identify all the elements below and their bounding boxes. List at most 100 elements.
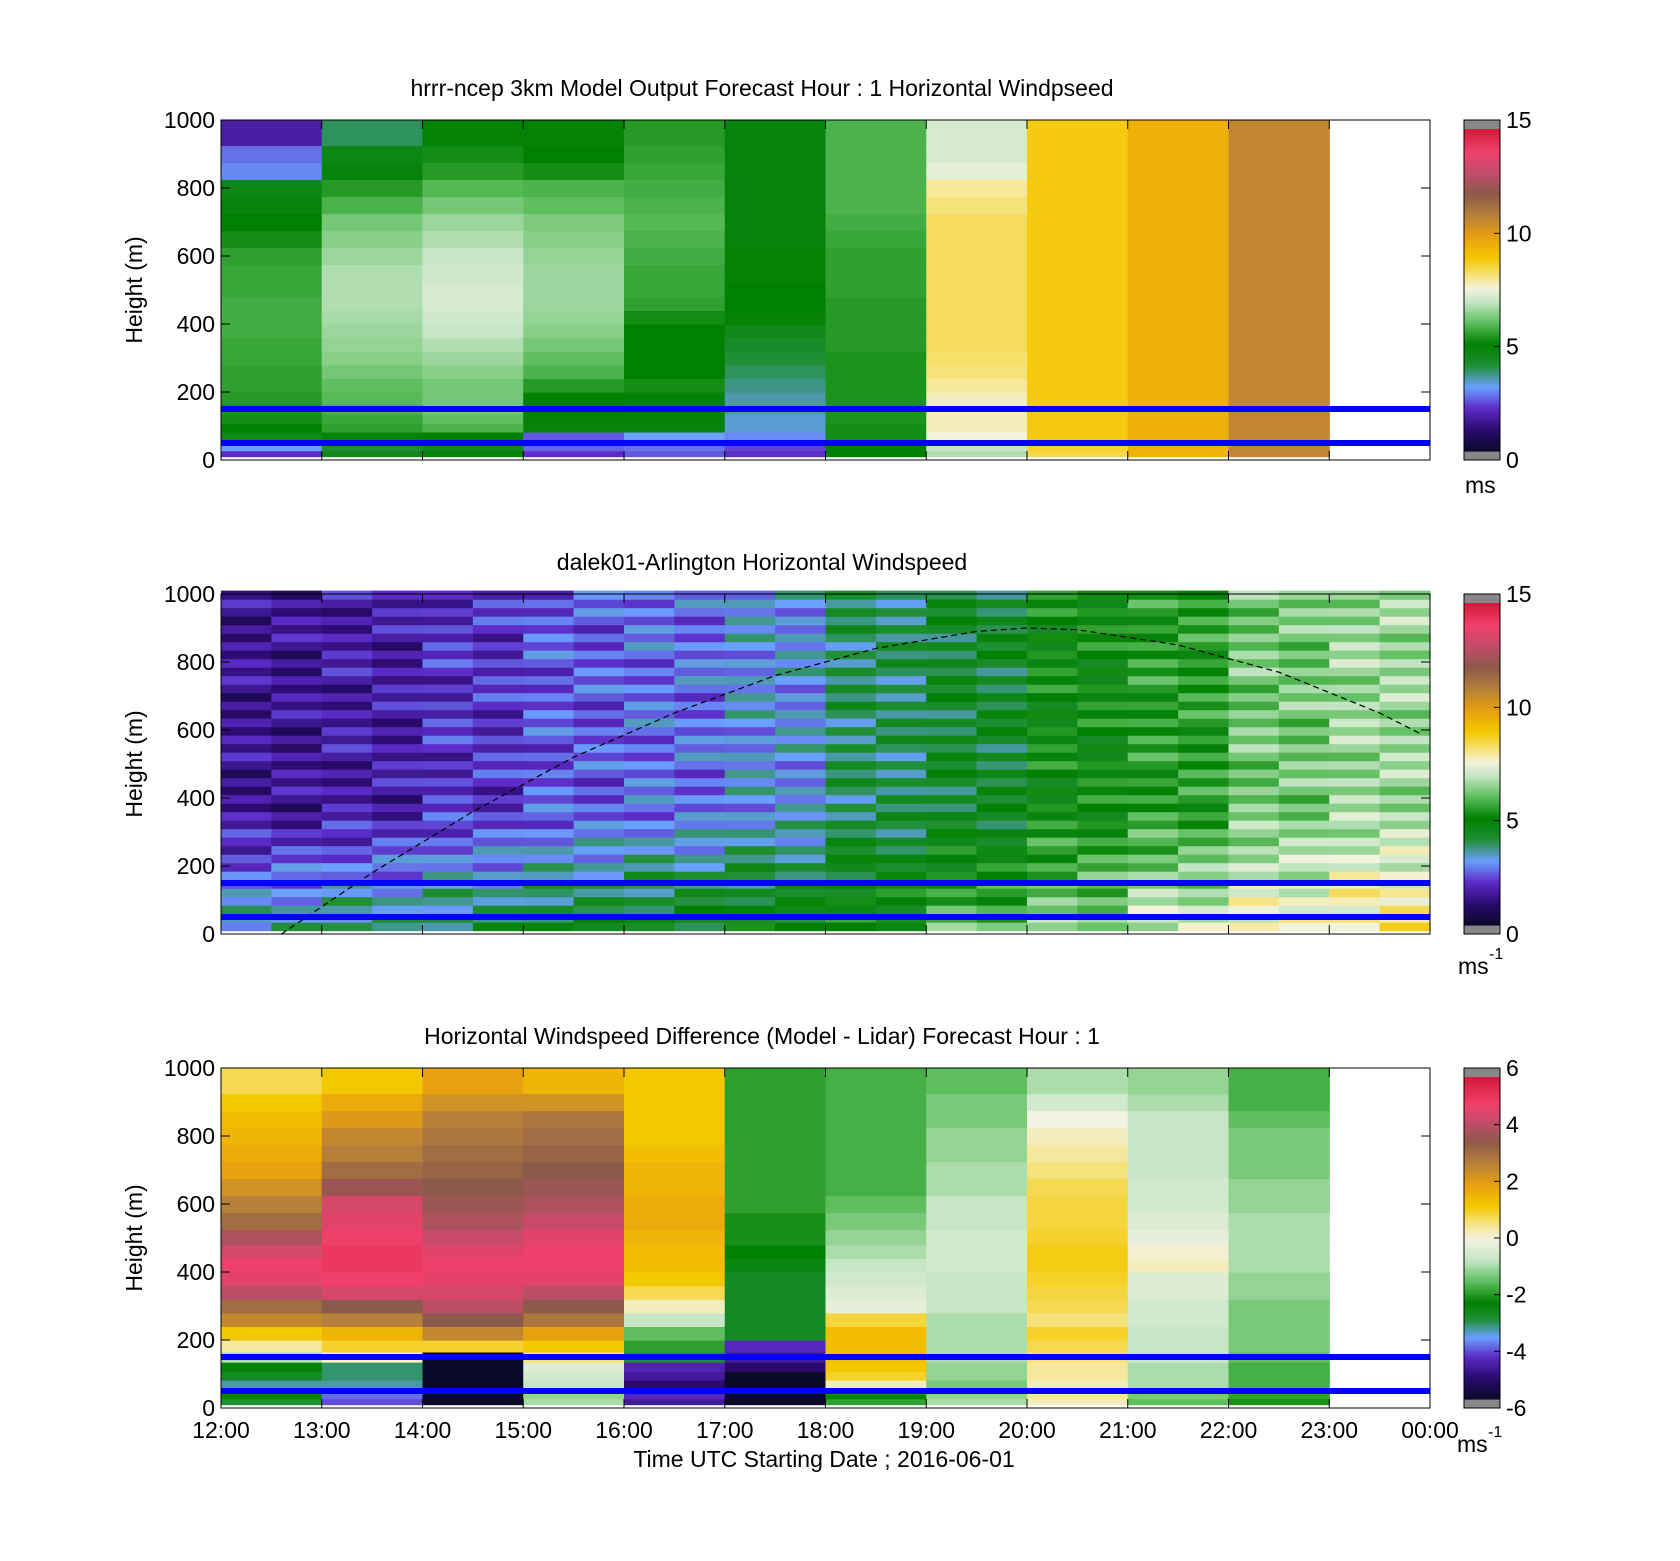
heatmap-cell: [472, 820, 524, 830]
heatmap-cell: [624, 247, 726, 266]
heatmap-cell: [1027, 120, 1129, 147]
heatmap-cell: [724, 1144, 827, 1163]
heatmap-cell: [1178, 718, 1230, 728]
heatmap-cell: [422, 1272, 524, 1287]
heatmap-cell: [926, 324, 1028, 339]
heatmap-cell: [875, 675, 927, 685]
heatmap-cell: [1127, 667, 1179, 677]
colorbar-swatch: [1464, 785, 1500, 789]
heatmap-cell: [926, 1212, 1028, 1231]
heatmap-cell: [1228, 837, 1280, 847]
heatmap-cell: [523, 1110, 625, 1129]
colorbar-swatch: [1464, 1305, 1500, 1309]
colorbar-tick-label: 10: [1506, 220, 1532, 246]
colorbar-swatch: [1464, 1288, 1500, 1293]
heatmap-cell: [926, 777, 978, 787]
x-tick-label: 20:00: [998, 1417, 1056, 1443]
colorbar-swatch: [1464, 742, 1500, 746]
colorbar-swatch: [1464, 1119, 1500, 1124]
heatmap-cell: [422, 378, 524, 393]
heatmap-cell: [926, 718, 978, 728]
y-tick-label: 800: [177, 1123, 215, 1149]
heatmap-cell: [926, 862, 978, 872]
heatmap-cell: [724, 392, 827, 405]
colorbar-swatch: [1464, 1302, 1500, 1306]
heatmap-cell: [825, 837, 877, 847]
heatmap-cell: [624, 786, 675, 796]
heatmap-cell: [724, 414, 827, 425]
heatmap-cell: [1027, 1371, 1129, 1381]
heatmap-cell: [523, 633, 575, 643]
heatmap-cell: [321, 752, 373, 762]
heatmap-cell: [422, 1393, 524, 1400]
heatmap-cell: [321, 820, 373, 830]
heatmap-cell: [926, 599, 978, 609]
colorbar-swatch: [1464, 400, 1500, 404]
colorbar-cap-bottom: [1464, 451, 1500, 460]
heatmap-cell: [372, 590, 424, 600]
heatmap-cell: [1027, 1178, 1129, 1197]
heatmap-cell: [724, 633, 776, 643]
heatmap-cell: [1127, 196, 1230, 215]
heatmap-cell: [825, 281, 927, 298]
heatmap-cell: [1077, 845, 1129, 855]
heatmap-cell: [573, 590, 625, 600]
heatmap-cell: [1278, 701, 1330, 711]
colorbar-swatch: [1464, 1082, 1500, 1086]
heatmap-cell: [422, 213, 524, 232]
heatmap-cell: [1228, 862, 1280, 872]
heatmap-cell: [724, 1093, 827, 1112]
heatmap-cell: [624, 1379, 726, 1389]
heatmap-cell: [321, 905, 373, 915]
heatmap-cell: [624, 1371, 726, 1381]
heatmap-cell: [1379, 760, 1431, 770]
heatmap-cell: [825, 1127, 927, 1146]
heatmap-cell: [624, 1393, 726, 1400]
heatmap-cell: [724, 794, 776, 804]
heatmap-cell: [523, 803, 575, 813]
heatmap-cell: [825, 423, 927, 433]
heatmap-cell: [825, 786, 877, 796]
heatmap-cell: [1178, 888, 1230, 898]
heatmap-cell: [1178, 743, 1230, 753]
heatmap-cell: [1228, 1195, 1330, 1214]
heatmap-cell: [775, 888, 827, 898]
heatmap-cell: [321, 337, 424, 352]
heatmap-cell: [976, 701, 1028, 711]
heatmap-cell: [976, 769, 1028, 779]
x-tick-label: 16:00: [595, 1417, 653, 1443]
heatmap-cell: [523, 599, 575, 609]
heatmap-cell: [573, 837, 625, 847]
heatmap-cell: [472, 845, 524, 855]
heatmap-cell: [1278, 922, 1330, 932]
heatmap-cell: [422, 1312, 524, 1327]
heatmap-cell: [321, 120, 424, 147]
heatmap-cell: [321, 1398, 424, 1406]
colorbar-swatch: [1464, 812, 1500, 816]
colorbar-swatch: [1464, 429, 1500, 433]
colorbar-swatch: [1464, 1106, 1500, 1110]
heatmap-cell: [775, 718, 827, 728]
heatmap-cell: [321, 803, 373, 813]
heatmap-cell: [1027, 431, 1129, 441]
heatmap-cell: [1027, 803, 1078, 813]
heatmap-cell: [825, 692, 877, 702]
heatmap-cell: [1178, 692, 1230, 702]
heatmap-cell: [1228, 423, 1330, 433]
colorbar-swatch: [1464, 916, 1500, 921]
heatmap-cell: [724, 1312, 827, 1327]
heatmap-cell: [825, 616, 877, 626]
heatmap-cell: [724, 1244, 827, 1259]
heatmap-cell: [724, 1340, 827, 1353]
heatmap-cell: [624, 803, 675, 813]
colorbar-swatch: [1464, 780, 1500, 784]
heatmap-cell: [1379, 888, 1431, 898]
heatmap-cell: [674, 692, 726, 702]
heatmap-cell: [523, 701, 575, 711]
heatmap-cell: [1077, 590, 1129, 600]
heatmap-cell: [1228, 667, 1280, 677]
heatmap-cell: [724, 692, 776, 702]
y-tick-label: 400: [177, 785, 215, 811]
heatmap-cell: [1127, 692, 1179, 702]
